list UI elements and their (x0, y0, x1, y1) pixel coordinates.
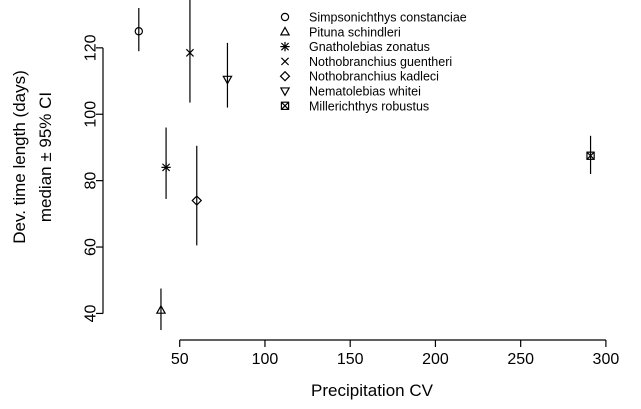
x-tick-label: 150 (337, 351, 364, 368)
x-tick-label: 100 (252, 351, 279, 368)
data-point (161, 127, 171, 199)
marker-triangle-up (155, 304, 167, 314)
y-tick-label: 80 (83, 172, 100, 190)
legend-label: Gnatholebias zonatus (309, 40, 430, 54)
y-axis-title: Dev. time length (days) median ± 95% CI (10, 70, 55, 244)
marker-asterisk (161, 162, 171, 173)
x-tick-label: 300 (593, 351, 620, 368)
marker-asterisk (280, 41, 290, 52)
data-marks (134, 0, 595, 331)
data-point (191, 145, 203, 246)
legend-item: Nothobranchius guentheri (280, 55, 452, 69)
legend-item: Nematolebias whitei (279, 85, 421, 99)
marker-diamond (279, 70, 291, 82)
marker-triangle-down (279, 87, 291, 97)
y-axis-title-line-1: Dev. time length (days) (10, 70, 29, 244)
marker-triangle-up (279, 26, 291, 36)
legend-item: Millerichthys robustus (280, 99, 429, 113)
legend-label: Nematolebias whitei (309, 85, 421, 99)
legend-label: Nothobranchius guentheri (309, 55, 452, 69)
legend-item: Nothobranchius kadleci (279, 70, 439, 84)
marker-triangle-down (222, 75, 233, 85)
legend-label: Simpsonichthys constanciae (309, 11, 467, 25)
data-point (134, 8, 143, 52)
marker-cross (280, 57, 290, 66)
y-tick-label: 40 (83, 304, 100, 322)
data-point (185, 0, 194, 103)
y-axis-title-line-2: median ± 95% CI (36, 92, 55, 222)
legend-label: Nothobranchius kadleci (309, 70, 439, 84)
axes: 50 100 150 200 250 300 40 60 80 100 120 (83, 34, 620, 368)
marker-cross (185, 48, 194, 57)
y-tick-label: 60 (83, 238, 100, 256)
x-tick-label: 250 (507, 351, 534, 368)
data-point (586, 135, 595, 174)
data-point (155, 288, 167, 331)
x-tick-label: 50 (171, 351, 189, 368)
legend-item: Simpsonichthys constanciae (280, 11, 467, 25)
data-point (222, 42, 233, 108)
x-axis-title: Precipitation CV (311, 381, 434, 400)
legend-label: Pituna schindleri (309, 25, 401, 39)
marker-circle (280, 12, 290, 22)
x-tick-label: 200 (422, 351, 449, 368)
marker-circle (134, 27, 143, 36)
marker-diamond (191, 195, 203, 206)
legend-item: Pituna schindleri (279, 25, 401, 39)
y-tick-label: 100 (83, 101, 100, 128)
legend-item: Gnatholebias zonatus (280, 40, 430, 54)
marker-square-cross (280, 101, 290, 110)
legend-label: Millerichthys robustus (309, 99, 429, 113)
marker-square-cross (586, 151, 595, 160)
y-tick-label: 120 (83, 34, 100, 61)
